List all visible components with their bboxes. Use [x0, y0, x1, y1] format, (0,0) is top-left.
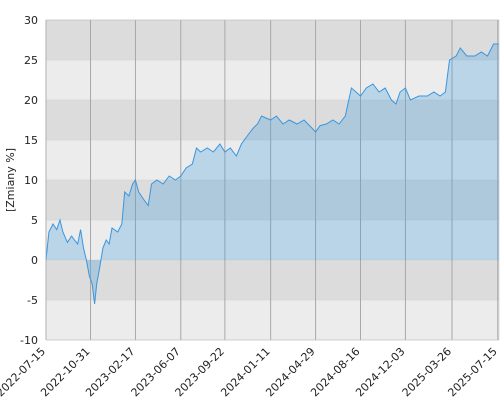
plot-frame — [45, 19, 500, 341]
grid-band — [46, 100, 499, 140]
y-axis-label: [Zmiany %] — [4, 148, 17, 212]
y-tick-label: -10 — [20, 334, 38, 347]
grid-band — [46, 260, 499, 300]
line — [45, 43, 499, 305]
y-tick-label: -5 — [27, 294, 38, 307]
y-tick-label: 10 — [24, 174, 38, 187]
grid-band — [46, 180, 499, 220]
y-tick-label: 30 — [24, 14, 38, 27]
grid-band — [46, 60, 499, 100]
y-tick-label: 5 — [31, 214, 38, 227]
y-tick-label: 15 — [24, 134, 38, 147]
y-tick-label: 25 — [24, 54, 38, 67]
y-tick-label: 20 — [24, 94, 38, 107]
grid-band — [46, 300, 499, 340]
y-tick-label: 0 — [31, 254, 38, 267]
grid-band — [46, 140, 499, 180]
grid-band — [46, 220, 499, 260]
grid-band — [46, 20, 499, 60]
area — [46, 44, 499, 304]
x-tick-label: 2025-07-15 — [445, 345, 499, 399]
